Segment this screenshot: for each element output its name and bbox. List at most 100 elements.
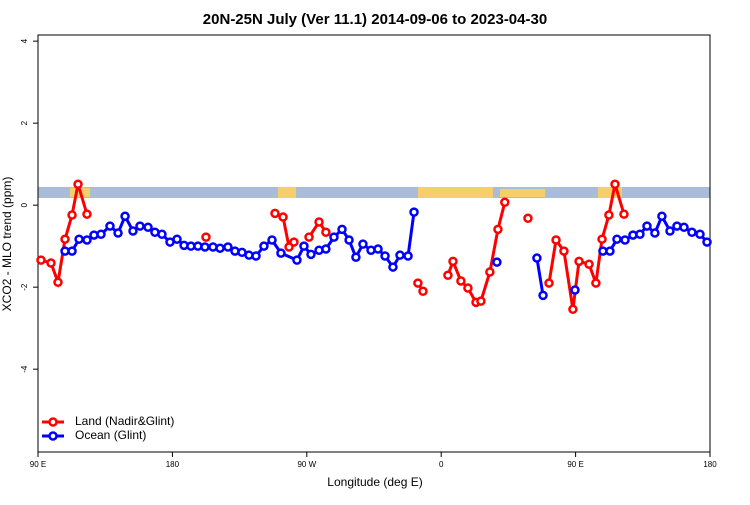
legend-marker bbox=[48, 417, 58, 427]
surface-strip bbox=[38, 187, 710, 198]
data-point bbox=[82, 209, 92, 219]
data-point bbox=[532, 253, 542, 263]
data-point bbox=[157, 229, 167, 240]
data-point bbox=[60, 234, 70, 244]
data-point bbox=[493, 224, 503, 235]
data-point bbox=[620, 235, 630, 245]
data-point bbox=[128, 226, 138, 236]
data-point bbox=[120, 211, 130, 221]
x-axis-label: Longitude (deg E) bbox=[327, 475, 422, 489]
data-point bbox=[251, 251, 261, 261]
data-point bbox=[105, 221, 115, 231]
data-point bbox=[215, 243, 225, 253]
data-point bbox=[574, 256, 584, 267]
y-tick-label: 4 bbox=[20, 38, 29, 43]
data-point bbox=[610, 179, 620, 190]
series-line bbox=[40, 183, 89, 289]
land-patch bbox=[278, 187, 296, 198]
data-point bbox=[395, 250, 405, 260]
x-tick-label: 180 bbox=[166, 460, 180, 469]
data-point bbox=[321, 227, 331, 237]
land-patch bbox=[418, 187, 493, 198]
data-point bbox=[687, 227, 697, 237]
legend-label: Ocean (Glint) bbox=[75, 428, 146, 442]
data-point bbox=[523, 213, 533, 224]
x-tick-label: 0 bbox=[439, 460, 444, 469]
data-point bbox=[476, 296, 486, 306]
data-point bbox=[665, 226, 675, 236]
data-point bbox=[267, 235, 277, 245]
data-point bbox=[500, 197, 510, 208]
data-point bbox=[276, 248, 286, 258]
data-point bbox=[67, 246, 77, 256]
data-point bbox=[292, 255, 302, 265]
y-axis-label: XCO2 - MLO trend (ppm) bbox=[0, 177, 14, 312]
data-point bbox=[650, 228, 660, 238]
data-point bbox=[53, 277, 63, 287]
data-point bbox=[36, 255, 46, 265]
land-patch bbox=[598, 187, 622, 198]
data-point bbox=[657, 211, 667, 221]
data-point bbox=[96, 229, 106, 240]
data-point bbox=[544, 278, 554, 288]
data-point bbox=[329, 232, 339, 242]
data-point bbox=[403, 251, 413, 261]
data-point bbox=[551, 235, 561, 245]
data-point bbox=[270, 208, 280, 219]
data-point bbox=[223, 242, 233, 252]
chart-title: 20N-25N July (Ver 11.1) 2014-09-06 to 20… bbox=[203, 11, 547, 28]
data-point bbox=[351, 252, 361, 262]
data-point bbox=[605, 246, 615, 256]
data-point bbox=[538, 290, 548, 301]
data-point bbox=[695, 229, 705, 240]
data-point bbox=[259, 241, 269, 251]
y-tick-label: 0 bbox=[20, 202, 29, 207]
data-point bbox=[46, 258, 56, 268]
legend-marker bbox=[48, 431, 58, 441]
data-point bbox=[456, 276, 466, 286]
data-point bbox=[143, 222, 153, 233]
data-point bbox=[619, 209, 629, 219]
legend-label: Land (Nadir&Glint) bbox=[75, 414, 174, 428]
data-point bbox=[306, 249, 316, 260]
data-point bbox=[74, 234, 84, 244]
data-point bbox=[67, 210, 77, 220]
data-point bbox=[463, 283, 473, 293]
data-point bbox=[409, 207, 419, 217]
data-point bbox=[413, 278, 423, 288]
data-point bbox=[201, 232, 211, 242]
data-point bbox=[418, 286, 428, 297]
data-point bbox=[373, 244, 383, 254]
data-point bbox=[591, 278, 601, 288]
data-point bbox=[388, 262, 398, 272]
y-tick-label: -2 bbox=[20, 283, 29, 291]
data-point bbox=[570, 285, 580, 295]
data-point bbox=[200, 242, 210, 252]
data-point bbox=[612, 234, 622, 244]
x-tick-label: 180 bbox=[703, 460, 717, 469]
data-point bbox=[443, 270, 453, 281]
x-tick-label: 90 W bbox=[297, 460, 316, 469]
y-tick-label: 2 bbox=[20, 120, 29, 125]
data-point bbox=[289, 237, 299, 247]
data-point bbox=[559, 246, 569, 256]
data-point bbox=[642, 221, 652, 231]
series-line bbox=[446, 201, 507, 305]
plot-frame bbox=[37, 34, 711, 453]
data-point bbox=[321, 244, 331, 254]
data-point bbox=[172, 234, 182, 244]
data-point bbox=[344, 235, 354, 245]
ocean-strip bbox=[38, 187, 710, 198]
data-point bbox=[702, 237, 712, 247]
data-point bbox=[584, 259, 594, 269]
series-line bbox=[535, 257, 545, 296]
x-tick-label: 90 E bbox=[567, 460, 583, 469]
y-tick-label: -4 bbox=[20, 365, 29, 373]
data-point bbox=[135, 221, 145, 231]
data-point bbox=[278, 212, 288, 222]
data-point bbox=[337, 224, 347, 235]
data-point bbox=[597, 234, 607, 244]
data-point bbox=[604, 210, 614, 220]
data-point bbox=[492, 257, 502, 267]
